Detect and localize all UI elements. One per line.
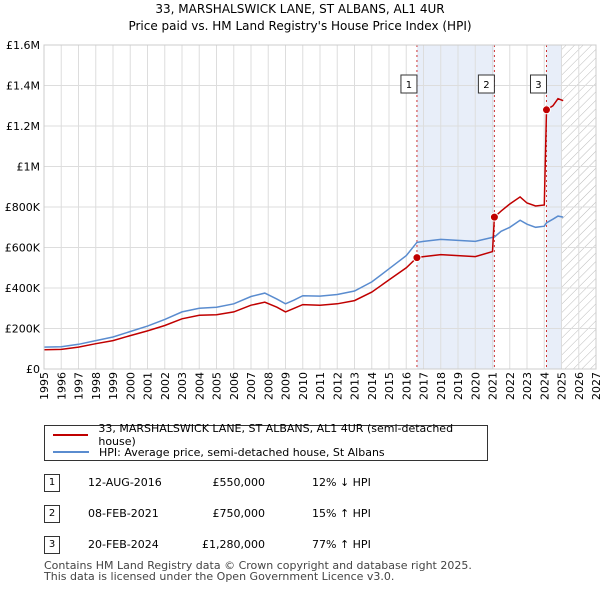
x-tick-label: 2019 [452, 372, 465, 400]
x-tick-label: 2006 [228, 372, 241, 400]
x-tick-label: 2010 [297, 372, 310, 400]
sale-label-box [477, 74, 495, 94]
sale-number: 2 [44, 505, 60, 523]
y-tick-label: £1M [17, 161, 41, 174]
x-tick-label: 2009 [280, 372, 293, 400]
legend-label-property: 33, MARSHALSWICK LANE, ST ALBANS, AL1 4U… [98, 422, 454, 448]
x-tick-label: 2027 [590, 372, 600, 400]
sale-label-number: 3 [535, 80, 541, 91]
legend: 33, MARSHALSWICK LANE, ST ALBANS, AL1 4U… [44, 422, 488, 461]
sale-date: 08-FEB-2021 [88, 507, 159, 520]
sale-row: 2 08-FEB-2021 £750,000 15% ↑ HPI [44, 505, 564, 525]
footer-attribution: Contains HM Land Registry data © Crown c… [44, 560, 472, 582]
x-tick-label: 2012 [331, 372, 344, 400]
property-price-line [44, 97, 564, 351]
x-tick-label: 2002 [159, 372, 172, 400]
y-tick-label: £800K [5, 201, 41, 214]
x-tick-label: 2022 [504, 372, 517, 400]
sale-date: 20-FEB-2024 [88, 538, 159, 551]
y-tick-label: £600K [5, 242, 41, 255]
x-tick-label: 2001 [142, 372, 155, 400]
x-tick-label: 2000 [124, 372, 137, 400]
x-tick-label: 2015 [383, 372, 396, 400]
x-tick-label: 2018 [435, 372, 448, 400]
x-tick-label: 2003 [176, 372, 189, 400]
legend-swatch-hpi [53, 451, 89, 453]
x-tick-label: 2011 [314, 372, 327, 400]
x-tick-label: 1999 [107, 372, 120, 400]
x-tick-label: 2021 [487, 372, 500, 400]
sale-date: 12-AUG-2016 [88, 476, 162, 489]
footer-line-1: Contains HM Land Registry data © Crown c… [44, 559, 472, 572]
footer-line-2: This data is licensed under the Open Gov… [44, 570, 395, 583]
sale-number: 3 [44, 536, 60, 554]
sale-label-box [400, 74, 418, 94]
x-tick-label: 1995 [38, 372, 51, 400]
sale-row: 1 12-AUG-2016 £550,000 12% ↓ HPI [44, 474, 564, 494]
sale-price: £550,000 [212, 476, 266, 489]
sale-label-number: 2 [483, 80, 489, 91]
x-tick-label: 2014 [366, 372, 379, 400]
y-tick-label: £0 [26, 363, 40, 376]
sale-price: £1,280,000 [202, 538, 265, 551]
sale-hpi-diff: 77% ↑ HPI [312, 538, 371, 551]
chart-title: 33, MARSHALSWICK LANE, ST ALBANS, AL1 4U… [155, 2, 444, 16]
sale-number: 1 [44, 474, 60, 492]
plot-frame [43, 44, 597, 370]
x-tick-label: 2013 [349, 372, 362, 400]
y-tick-label: £1.6M [6, 39, 40, 52]
sale-point [412, 253, 422, 263]
x-tick-label: 2008 [262, 372, 275, 400]
x-tick-label: 2005 [211, 372, 224, 400]
x-tick-label: 2024 [538, 372, 551, 400]
sale-price: £750,000 [212, 507, 266, 520]
y-tick-label: £1.2M [6, 120, 40, 133]
y-tick-label: £400K [5, 282, 41, 295]
sale-point [541, 105, 551, 115]
x-tick-label: 1998 [90, 372, 103, 400]
x-tick-label: 1996 [55, 372, 68, 400]
legend-label-hpi: HPI: Average price, semi-detached house,… [99, 445, 385, 459]
x-tick-label: 2023 [521, 372, 534, 400]
x-tick-label: 2026 [573, 372, 586, 400]
sale-point [489, 212, 499, 222]
hpi-line [44, 215, 564, 348]
x-tick-label: 2025 [556, 372, 569, 400]
sale-row: 3 20-FEB-2024 £1,280,000 77% ↑ HPI [44, 536, 564, 556]
y-tick-label: £200K [5, 323, 41, 336]
sale-label-box [529, 74, 547, 94]
legend-item-hpi: HPI: Average price, semi-detached house,… [53, 444, 385, 460]
x-tick-label: 1997 [73, 372, 86, 400]
x-tick-label: 2017 [418, 372, 431, 400]
legend-item-property: 33, MARSHALSWICK LANE, ST ALBANS, AL1 4U… [53, 422, 487, 448]
price-chart: 33, MARSHALSWICK LANE, ST ALBANS, AL1 4U… [5, 2, 600, 400]
x-tick-label: 2020 [469, 372, 482, 400]
sale-label-number: 1 [406, 80, 412, 91]
x-tick-label: 2007 [245, 372, 258, 400]
x-tick-label: 2016 [400, 372, 413, 400]
sale-hpi-diff: 15% ↑ HPI [312, 507, 371, 520]
sale-hpi-diff: 12% ↓ HPI [312, 476, 371, 489]
legend-swatch-property [53, 434, 89, 436]
chart-subtitle: Price paid vs. HM Land Registry's House … [128, 19, 471, 33]
x-tick-label: 2004 [193, 372, 206, 400]
y-tick-label: £1.4M [6, 80, 40, 93]
